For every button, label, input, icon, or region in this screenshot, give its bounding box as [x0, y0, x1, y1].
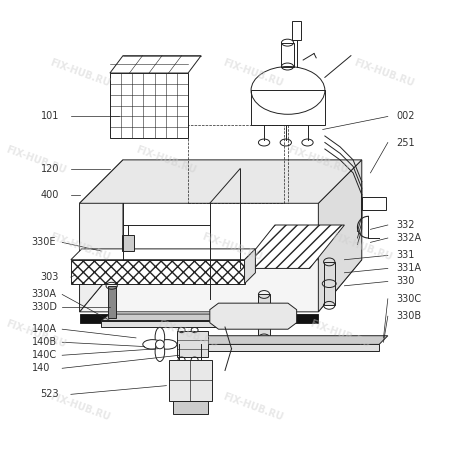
Bar	[122, 234, 134, 251]
Bar	[188, 125, 284, 203]
Polygon shape	[80, 260, 362, 312]
Polygon shape	[71, 249, 256, 260]
Polygon shape	[110, 56, 201, 73]
Text: 002: 002	[396, 112, 415, 122]
Bar	[258, 294, 270, 338]
Text: 140A: 140A	[32, 324, 57, 334]
Ellipse shape	[155, 327, 165, 347]
Text: FIX-HUB.RU: FIX-HUB.RU	[222, 392, 285, 423]
Polygon shape	[80, 160, 362, 203]
Text: 332: 332	[396, 220, 415, 230]
Polygon shape	[101, 320, 223, 327]
Text: FIX-HUB.RU: FIX-HUB.RU	[48, 231, 111, 262]
Polygon shape	[240, 225, 344, 268]
Polygon shape	[180, 344, 379, 351]
Bar	[71, 260, 244, 284]
Bar	[324, 262, 335, 305]
Polygon shape	[169, 360, 212, 401]
Polygon shape	[101, 314, 231, 320]
Ellipse shape	[155, 342, 165, 361]
Text: 331: 331	[396, 250, 415, 261]
Text: FIX-HUB.RU: FIX-HUB.RU	[352, 58, 415, 89]
Text: 331A: 331A	[396, 263, 422, 274]
Text: 330C: 330C	[396, 294, 422, 304]
Text: 120: 120	[40, 163, 59, 174]
Text: 523: 523	[40, 389, 59, 399]
Bar	[110, 73, 188, 138]
Text: FIX-HUB.RU: FIX-HUB.RU	[330, 231, 393, 262]
Text: FIX-HUB.RU: FIX-HUB.RU	[4, 318, 68, 349]
Bar	[251, 90, 325, 125]
Polygon shape	[80, 314, 318, 323]
Polygon shape	[210, 303, 297, 329]
Text: 140B: 140B	[32, 337, 57, 347]
Polygon shape	[180, 336, 388, 344]
Text: 330A: 330A	[32, 289, 57, 299]
Text: 303: 303	[40, 272, 59, 282]
Text: 400: 400	[40, 189, 59, 200]
Polygon shape	[362, 197, 386, 210]
Text: FIX-HUB.RU: FIX-HUB.RU	[309, 318, 372, 349]
Text: FIX-HUB.RU: FIX-HUB.RU	[4, 144, 68, 176]
Polygon shape	[177, 331, 207, 357]
Polygon shape	[318, 160, 362, 312]
Text: FIX-HUB.RU: FIX-HUB.RU	[135, 144, 198, 176]
Ellipse shape	[158, 340, 177, 349]
Text: FIX-HUB.RU: FIX-HUB.RU	[157, 318, 220, 349]
Text: 251: 251	[396, 138, 415, 148]
Ellipse shape	[143, 340, 162, 349]
Text: FIX-HUB.RU: FIX-HUB.RU	[287, 144, 350, 176]
Text: 140C: 140C	[32, 350, 57, 360]
Polygon shape	[80, 160, 123, 312]
Ellipse shape	[156, 340, 164, 349]
Polygon shape	[244, 249, 256, 284]
Text: 330D: 330D	[32, 302, 58, 312]
Text: 101: 101	[40, 112, 59, 122]
Text: 330B: 330B	[396, 311, 422, 321]
Text: FIX-HUB.RU: FIX-HUB.RU	[48, 392, 111, 423]
Bar	[292, 21, 301, 40]
Text: 330E: 330E	[32, 237, 56, 248]
Bar	[108, 286, 116, 318]
Text: FIX-HUB.RU: FIX-HUB.RU	[222, 58, 285, 89]
Bar	[173, 401, 207, 414]
Text: 332A: 332A	[396, 233, 422, 243]
Text: 330: 330	[396, 276, 415, 287]
Text: 140: 140	[32, 363, 50, 374]
Text: FIX-HUB.RU: FIX-HUB.RU	[48, 58, 111, 89]
Text: FIX-HUB.RU: FIX-HUB.RU	[200, 231, 263, 262]
Bar	[281, 43, 293, 67]
